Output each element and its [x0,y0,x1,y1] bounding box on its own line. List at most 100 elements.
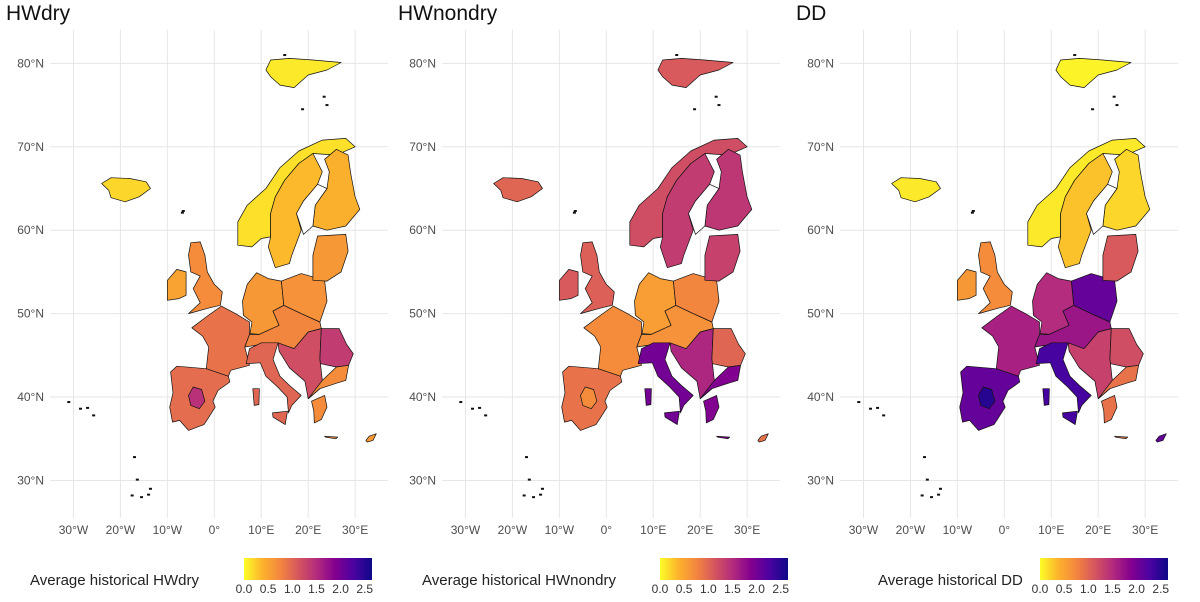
island-marker [714,95,718,98]
lon-tick-label: 10°E [640,523,666,537]
colorbar-tick-label: 1.5 [724,582,741,596]
lon-tick-label: 10°W [153,523,183,537]
lon-tick-label: 20°W [498,523,528,537]
colorbar-tick-label: 1.5 [1104,582,1121,596]
island-marker [930,496,934,499]
region-iceland [101,177,151,203]
region-romania [711,328,746,368]
colorbar-legend: Average historical HWnondry 0.0 0.5 1.0 1.5 2… [392,556,792,596]
island-marker [876,406,880,409]
island-marker [322,95,326,98]
region-iberia-center [978,386,996,410]
region-greece [324,435,339,440]
region-italy [1042,388,1050,406]
island-marker [147,493,151,496]
island-marker [471,407,475,410]
island-marker [920,494,924,497]
colorbar-tick-label: 1.0 [699,582,717,596]
colorbar-tick-label: 2.5 [356,582,374,596]
colorbar-tick-label: 2.0 [748,582,765,596]
colorbar-legend: Average historical HWdry 0.0 0.5 1.0 1.5 2.0 2… [0,556,400,596]
lat-tick-label: 50°N [807,307,834,321]
region-cyprus [1155,433,1167,443]
colorbar-tick-label: 2.0 [332,582,349,596]
island-marker [180,211,184,214]
lat-tick-label: 80°N [409,56,436,70]
region-cyprus [757,433,769,443]
lat-tick-label: 80°N [807,56,834,70]
lat-tick-label: 60°N [17,223,44,237]
lon-tick-label: 30°W [849,523,879,537]
colorbar-gradient [244,558,372,580]
region-ireland [957,269,977,301]
lon-tick-label: 10°W [943,523,973,537]
legend-title: Average historical DD [878,572,1023,589]
region-uk [188,241,223,314]
region-iceland [891,177,941,203]
gulf-of-bothnia [296,183,328,236]
region-romania [1109,328,1144,368]
lon-tick-label: 0° [601,523,613,537]
island-marker [148,487,152,490]
island-marker [1073,54,1077,57]
region-poland [673,273,720,323]
gulf-of-bothnia [688,183,720,236]
lon-tick-label: 10°E [1038,523,1064,537]
lon-tick-label: 10°E [248,523,274,537]
lat-tick-label: 30°N [807,473,834,487]
island-marker [1115,104,1119,107]
lon-tick-label: 20°E [1085,523,1111,537]
island-marker [925,478,929,481]
lon-tick-label: 30°E [1132,523,1158,537]
lat-tick-label: 30°N [17,473,44,487]
region-italy [1035,342,1092,414]
colorbar-tick-label: 1.0 [1079,582,1097,596]
lat-tick-label: 40°N [807,390,834,404]
island-marker [572,211,576,214]
island-marker [478,406,482,409]
island-marker [79,407,83,410]
colorbar-tick-label: 2.5 [772,582,790,596]
region-italy [644,388,652,406]
island-marker [181,210,185,213]
lon-tick-label: 10°W [545,523,575,537]
lon-tick-label: 0° [999,523,1011,537]
region-france [583,305,642,377]
lat-tick-label: 70°N [807,140,834,154]
region-svalbard [657,58,734,88]
region-france [191,305,250,377]
colorbar-tick-label: 0.0 [1031,582,1049,596]
region-greece [1097,364,1139,400]
island-marker [484,414,488,417]
panel-title: HWdry [6,2,71,25]
region-greece [699,364,741,400]
region-france [981,305,1040,377]
region-ireland [167,269,187,301]
island-marker [1091,108,1095,111]
colorbar-tick-label: 1.5 [308,582,325,596]
colorbar-tick-label: 2.0 [1128,582,1145,596]
lat-tick-label: 30°N [409,473,436,487]
island-marker [573,210,577,213]
colorbar-gradient [1040,558,1168,580]
island-marker [532,496,536,499]
island-marker [527,478,531,481]
island-marker [869,407,873,410]
island-marker [937,493,941,496]
region-cyprus [365,433,377,443]
lon-tick-label: 30°E [342,523,368,537]
island-marker [325,104,329,107]
island-marker [86,406,90,409]
legend-title: Average historical HWnondry [422,572,616,589]
colorbar-tick-label: 1.0 [283,582,301,596]
island-marker [522,494,526,497]
region-baltic [1102,234,1139,282]
lat-tick-label: 60°N [807,223,834,237]
lat-tick-label: 70°N [409,140,436,154]
region-baltic [312,234,349,282]
colorbar-tick-label: 0.5 [1055,582,1073,596]
region-greece [1114,435,1129,440]
lon-tick-label: 30°E [734,523,760,537]
island-marker [540,487,544,490]
legend-title: Average historical HWdry [30,572,199,589]
